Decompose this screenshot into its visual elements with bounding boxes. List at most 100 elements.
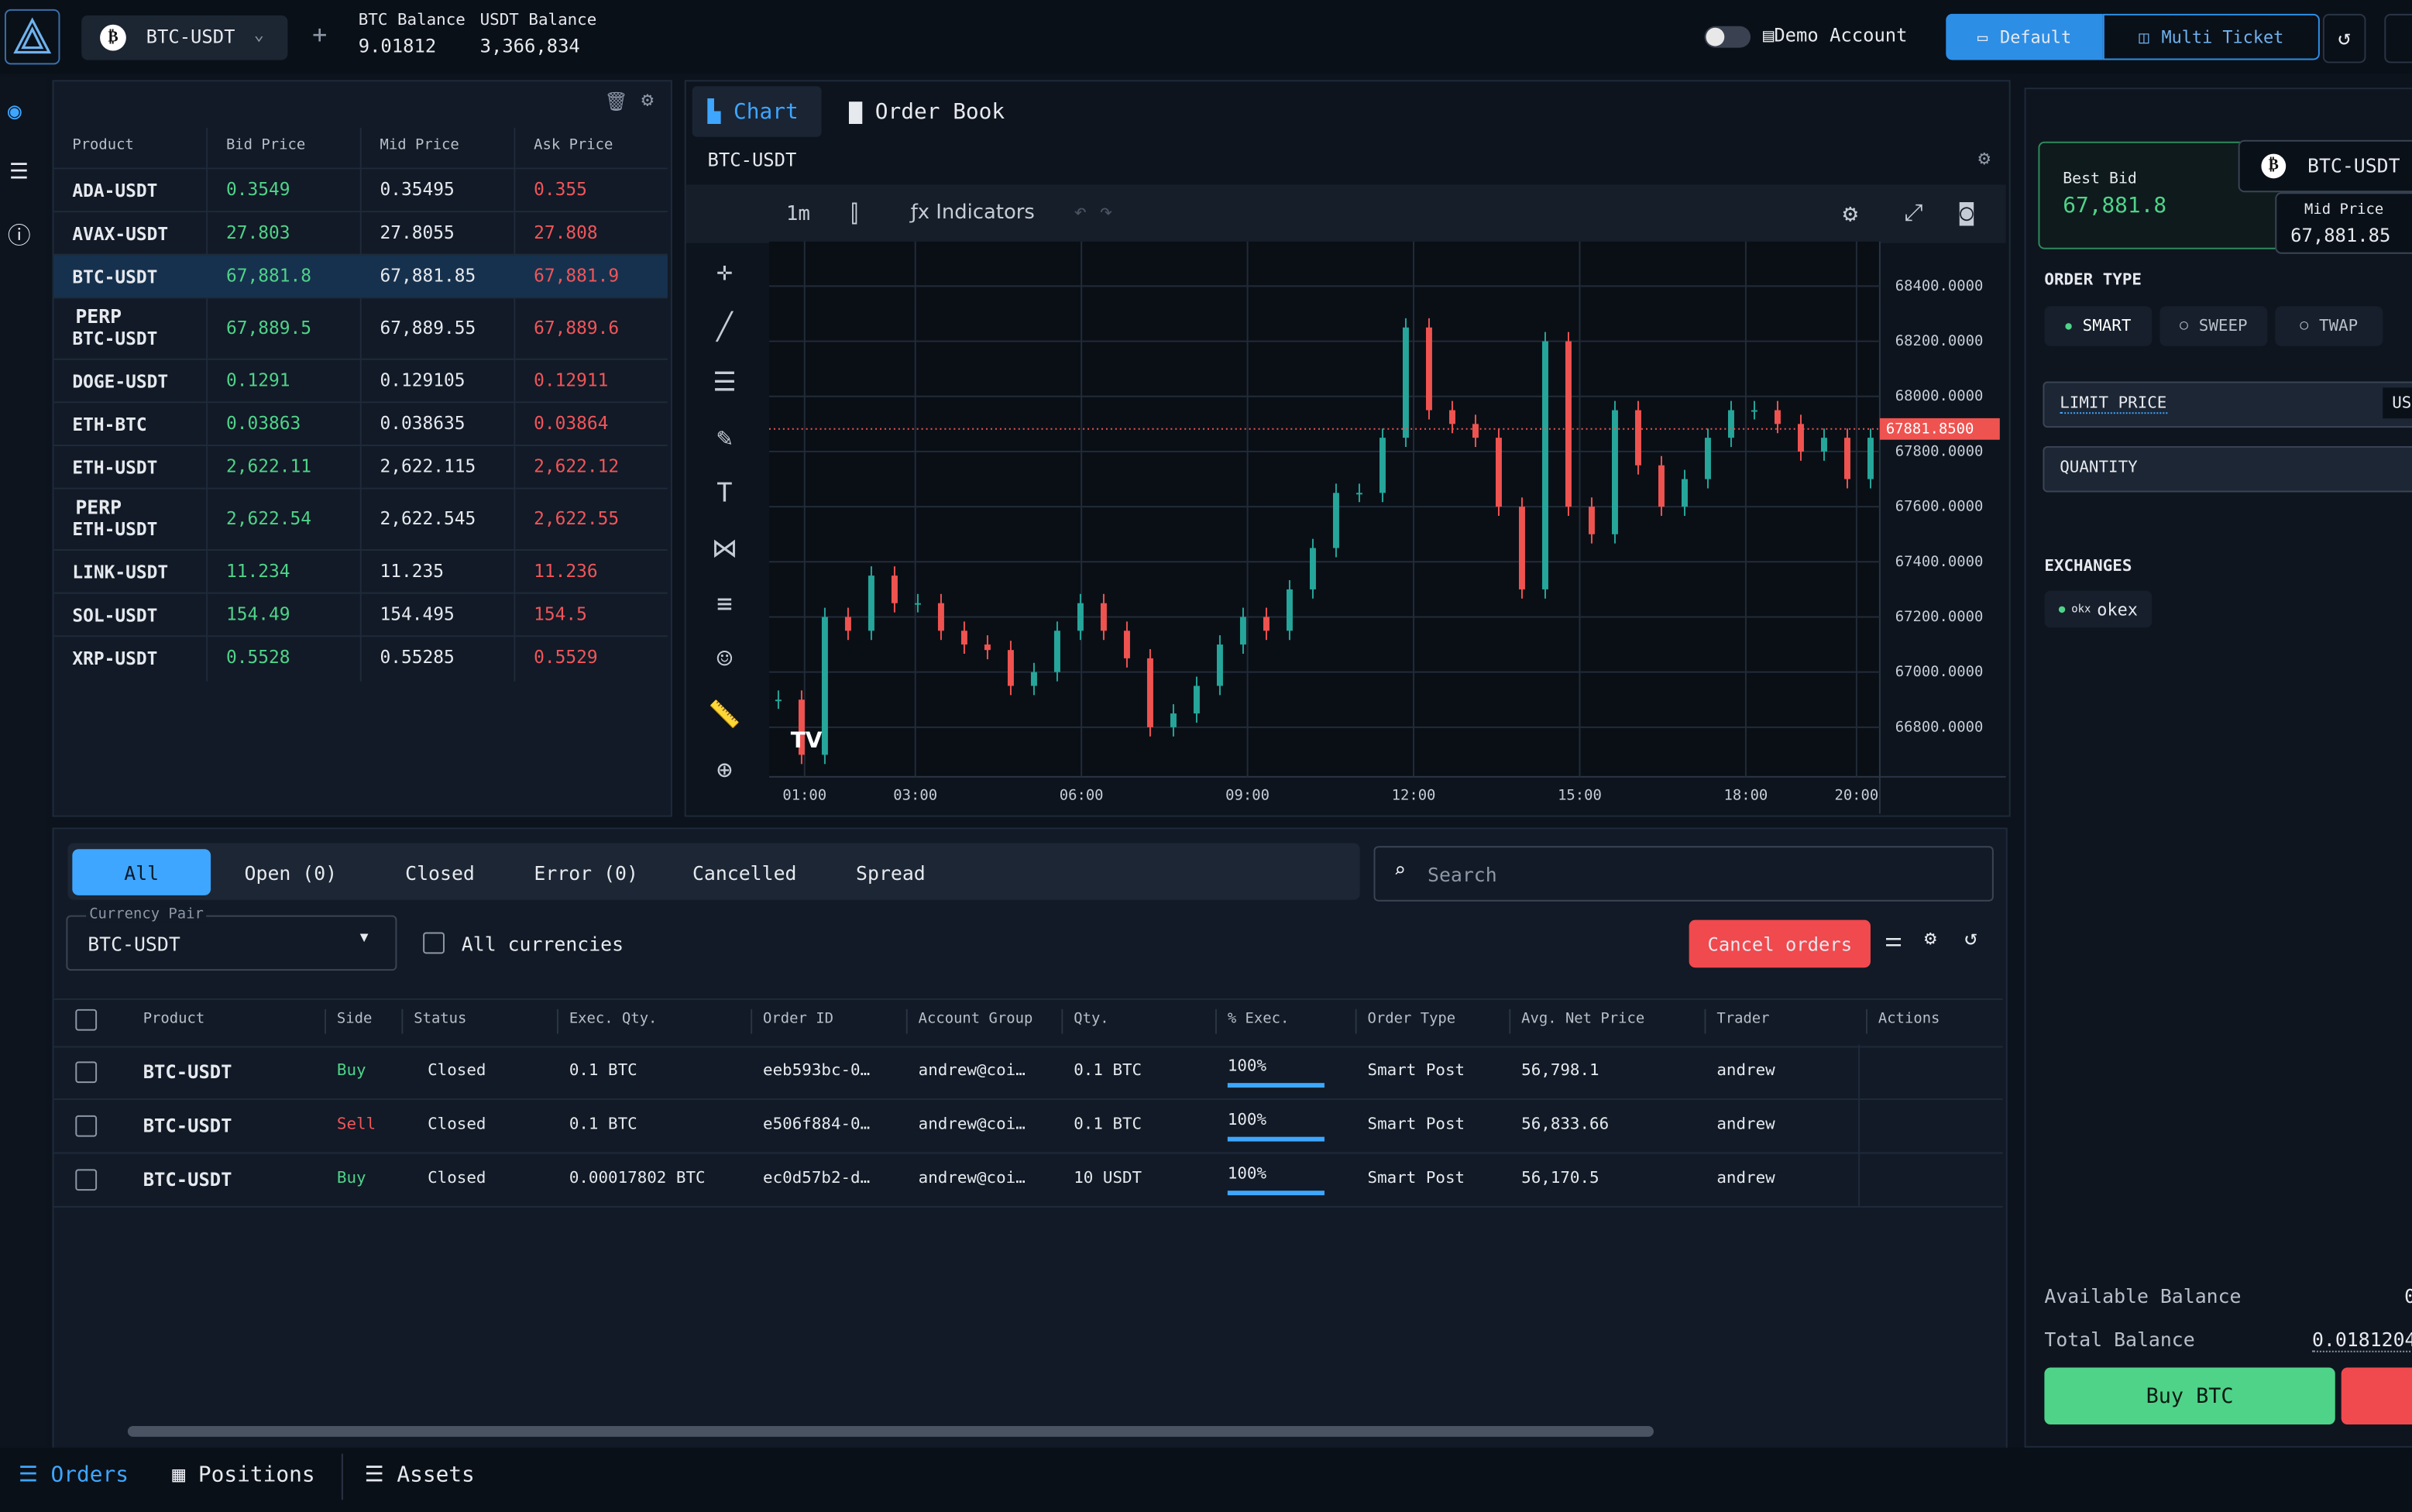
all-currencies: All currencies — [461, 932, 624, 956]
ask: 11.236 — [534, 559, 598, 582]
quantity-label: QUANTITY — [2060, 458, 2138, 477]
order-tab[interactable]: Open (0) — [244, 861, 338, 884]
cell: andrew — [1716, 1115, 1775, 1134]
bottom-tab[interactable]: ☰ Orders — [18, 1462, 129, 1488]
checkbox — [75, 1169, 98, 1191]
column-divider — [1061, 1009, 1063, 1034]
list-icon[interactable]: ☰ — [9, 160, 29, 185]
tab-orderbook[interactable]: ▇ Order Book — [849, 100, 1005, 125]
cell: 0.1 BTC — [1074, 1061, 1142, 1081]
fullscreen[interactable]: ⤢ — [1904, 198, 1923, 226]
scrollbar[interactable] — [127, 1426, 1654, 1437]
ask: 67,881.9 — [534, 264, 620, 287]
order-type[interactable]: ○ SWEEP — [2159, 306, 2268, 346]
info-icon[interactable]: ⓘ — [7, 221, 31, 249]
currency-pair[interactable]: Currency Pair BTC-USDT ▼ — [66, 905, 397, 971]
column-divider — [1509, 1009, 1511, 1034]
candle — [1495, 438, 1502, 507]
search-box[interactable]: ⌕ Search — [1373, 846, 1994, 902]
order-type[interactable]: ● SMART — [2044, 306, 2153, 346]
tab-chart[interactable]: ▙ Chart — [707, 100, 799, 125]
order-settings[interactable]: ⚙ — [1924, 927, 1937, 951]
ask: 0.355 — [534, 178, 587, 201]
buy-button[interactable]: Buy BTC — [2044, 1367, 2335, 1425]
refresh[interactable]: ↺ — [1964, 926, 1977, 951]
layout-default[interactable]: ▭ Default — [1946, 13, 2103, 60]
column-header: Order Type — [1367, 1010, 1456, 1028]
candle — [1332, 493, 1339, 548]
mid: 67,881.85 — [380, 264, 476, 287]
checkbox[interactable] — [423, 932, 445, 954]
column-divider — [401, 1009, 404, 1034]
chart-gear[interactable]: ⚙ — [1843, 198, 1858, 228]
x-tick-label: 20:00 — [1834, 786, 1878, 803]
column-header: Bid Price — [225, 136, 306, 154]
cancel-orders[interactable]: Cancel orders — [1689, 919, 1871, 968]
limit-price[interactable]: LIMIT PRICE US — [2043, 381, 2412, 428]
bottom-tab[interactable]: ☰ Assets — [364, 1462, 475, 1488]
sell-button[interactable] — [2341, 1367, 2412, 1425]
drawing-tools[interactable]: ✛ ╱ ☰ ✎ T ⋈ ≡ ☺ 📏 ⊕ — [685, 244, 764, 814]
delete-icon[interactable]: 🗑 — [604, 91, 628, 112]
search-placeholder: Search — [1428, 863, 1497, 886]
bid: 2,622.11 — [225, 455, 311, 477]
currency-pair-value: BTC-USDT — [88, 932, 180, 956]
layout-multi[interactable]: ◫ Multi Ticket — [2102, 13, 2320, 60]
order-tab[interactable]: Cancelled — [692, 861, 797, 884]
logo-icon — [13, 17, 52, 54]
mid: 67,889.55 — [380, 317, 476, 338]
candle — [868, 576, 874, 631]
undo[interactable]: ↶ ↷ — [1074, 200, 1113, 225]
filter-icon[interactable]: ⚌ — [1884, 929, 1902, 953]
watch-icon[interactable]: ◉ — [7, 97, 22, 125]
reset-layout[interactable]: ↺ — [2322, 13, 2366, 64]
candle — [1867, 438, 1874, 479]
order-type-label: ORDER TYPE — [2044, 270, 2142, 290]
order-tab[interactable]: Closed — [405, 861, 475, 884]
order-tab[interactable]: All — [72, 849, 211, 895]
ask: 27.808 — [534, 221, 598, 243]
column-header: Order ID — [763, 1010, 833, 1028]
logo[interactable] — [4, 9, 60, 65]
candle — [1751, 410, 1757, 412]
order-ticket: Best Bid 67,881.8 ₿ BTC-USDT Mid Price 6… — [2024, 88, 2412, 1448]
demo-label: Demo Account — [1774, 24, 1908, 46]
chart-settings[interactable]: ⚙ — [1977, 147, 1991, 171]
search-icon: ⌕ — [1393, 860, 1406, 883]
column-divider — [1858, 1098, 1861, 1153]
mid: 67,881.85 — [2290, 224, 2391, 246]
ask: 0.5529 — [534, 646, 598, 668]
quantity[interactable]: QUANTITY — [2043, 445, 2412, 493]
candle — [1402, 327, 1409, 438]
snapshot[interactable]: ◙ — [1960, 198, 1974, 226]
cell: 56,170.5 — [1521, 1169, 1599, 1188]
settings-icon[interactable]: ⚙ — [641, 89, 654, 112]
exchange-chip[interactable]: ● okx okex — [2044, 590, 2153, 628]
limit-unit[interactable]: US — [2383, 387, 2412, 419]
candle — [1727, 410, 1734, 438]
y-tick-label: 67600.0000 — [1895, 498, 1984, 515]
interval[interactable]: 1m — [785, 203, 810, 226]
order-type[interactable]: ○ TWAP — [2275, 306, 2383, 346]
tab-label: Order Book — [874, 100, 1005, 125]
candle-type[interactable]: ⫿ — [850, 200, 858, 228]
header-button[interactable] — [2384, 13, 2412, 64]
order-tab[interactable]: Spread — [856, 861, 926, 884]
last-price-label: 67881.8500 — [1886, 420, 1974, 437]
bottom-bar: ☰ Orders ▦ Positions ☰ Assets — [0, 1447, 2412, 1512]
mid: 0.038635 — [380, 412, 466, 435]
order-tab[interactable]: Error (0) — [534, 861, 638, 884]
indicators[interactable]: ƒx Indicators — [910, 201, 1035, 225]
x-tick-label: 06:00 — [1060, 786, 1104, 803]
ticket-pair[interactable]: ₿ BTC-USDT — [2238, 139, 2412, 193]
add-pair[interactable]: + — [312, 19, 328, 50]
exec-bar — [1227, 1191, 1325, 1196]
column-header: Ask Price — [534, 136, 613, 154]
cell: Closed — [428, 1169, 486, 1188]
y-tick-label: 68000.0000 — [1895, 387, 1984, 404]
tab-active[interactable] — [692, 86, 822, 137]
bottom-tab[interactable]: ▦ Positions — [172, 1462, 315, 1488]
demo-toggle[interactable] — [1704, 26, 1751, 48]
pair-selector[interactable]: ₿ BTC-USDT ⌄ — [81, 15, 288, 60]
mid: 154.495 — [380, 603, 455, 625]
